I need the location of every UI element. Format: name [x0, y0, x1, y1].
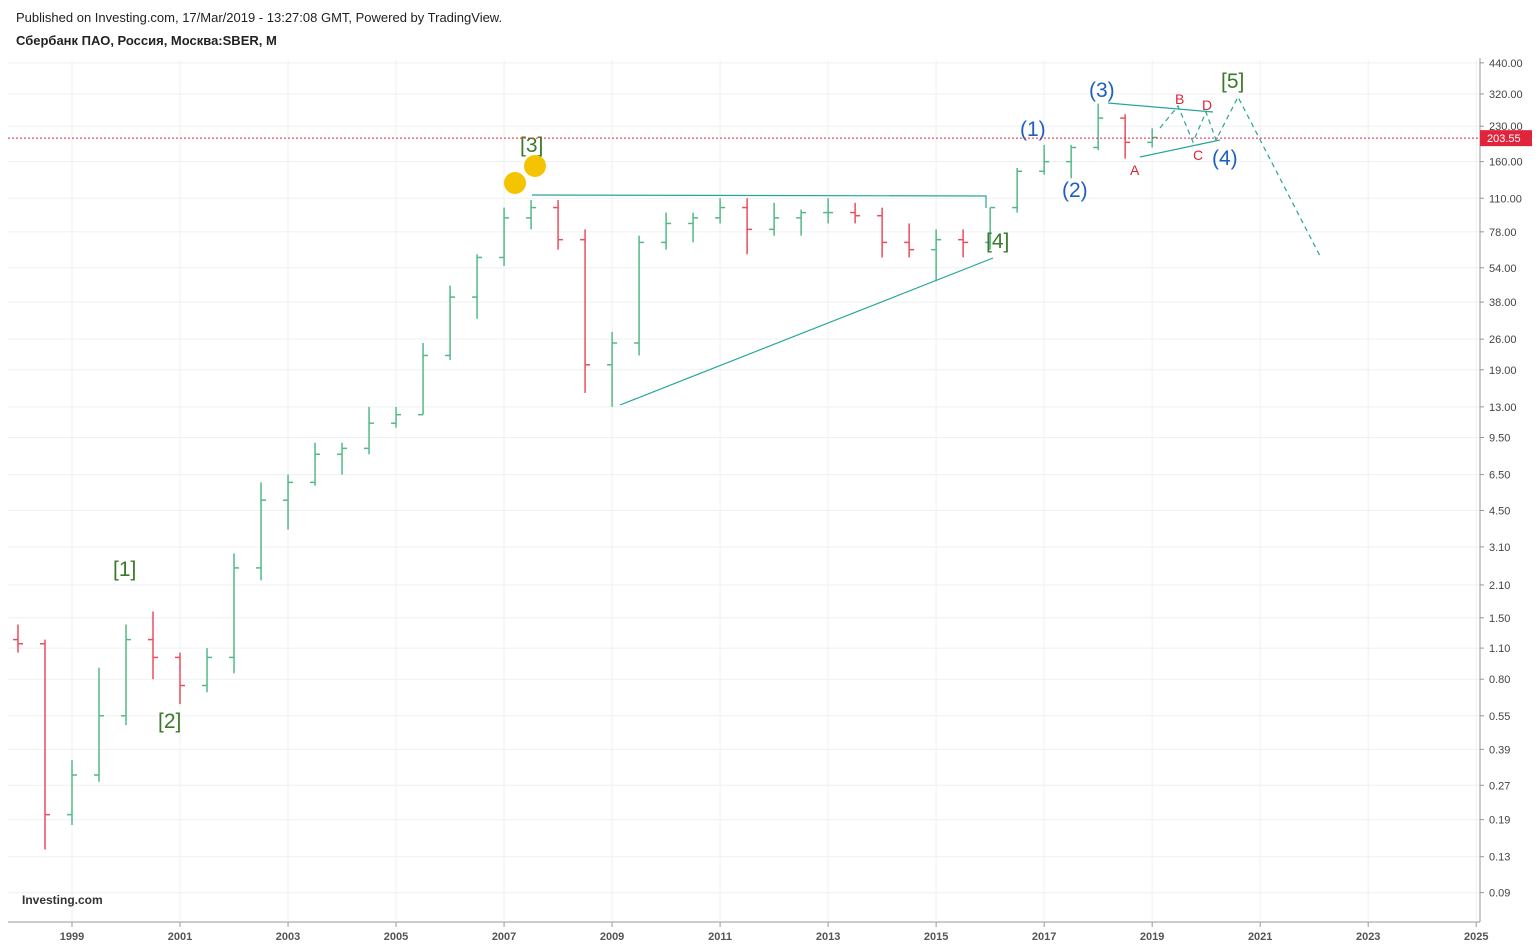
wave-label: A — [1130, 162, 1140, 178]
wave-label: [3] — [520, 134, 543, 157]
y-tick-label: 6.50 — [1489, 470, 1510, 482]
x-tick-label: 2011 — [708, 931, 732, 943]
dividend-icon[interactable] — [524, 155, 546, 177]
y-tick-label: 13.00 — [1489, 402, 1517, 414]
wave-label: (3) — [1089, 79, 1115, 102]
x-tick-label: 2021 — [1248, 931, 1272, 943]
y-tick-label: 54.00 — [1489, 263, 1517, 275]
x-tick-label: 2013 — [816, 931, 840, 943]
y-tick-label: 1.10 — [1489, 643, 1510, 655]
last-price-label: 203.55 — [1487, 133, 1521, 145]
y-tick-label: 0.27 — [1489, 780, 1510, 792]
logo: Investing.com — [22, 893, 103, 907]
x-tick-label: 2019 — [1140, 931, 1164, 943]
symbol-title: Сбербанк ПАО, Россия, Москва:SBER, M — [16, 33, 277, 48]
y-tick-label: 0.09 — [1489, 888, 1510, 900]
wave-label: [1] — [113, 558, 136, 581]
y-tick-label: 2.10 — [1489, 580, 1510, 592]
y-tick-label: 110.00 — [1489, 193, 1522, 205]
y-tick-label: 0.13 — [1489, 852, 1510, 864]
x-tick-label: 2023 — [1356, 931, 1380, 943]
y-tick-label: 9.50 — [1489, 432, 1510, 444]
x-tick-label: 2003 — [276, 931, 300, 943]
wave-label: (4) — [1212, 147, 1238, 170]
y-tick-label: 320.00 — [1489, 89, 1523, 101]
x-tick-label: 1999 — [60, 931, 84, 943]
wave-label: B — [1175, 91, 1184, 107]
annotations: [1] [2] [3] [4] [5] (1) (2) (3) (4) A B … — [113, 70, 1244, 733]
last-price-box — [1480, 130, 1532, 147]
y-tick-label: 3.10 — [1489, 542, 1510, 554]
y-tick-label: 4.50 — [1489, 505, 1510, 517]
trendlines — [531, 95, 1321, 406]
wave-label: C — [1193, 147, 1203, 163]
y-tick-label: 0.19 — [1489, 815, 1510, 827]
y-tick-label: 0.39 — [1489, 744, 1510, 756]
wave-label: [5] — [1221, 70, 1244, 93]
y-tick-label: 38.00 — [1489, 297, 1517, 309]
y-tick-label: 26.00 — [1489, 334, 1517, 346]
x-tick-label: 2007 — [492, 931, 516, 943]
wave-label: [4] — [986, 230, 1009, 253]
x-tick-label: 2009 — [600, 931, 624, 943]
x-tick-label: 2015 — [924, 931, 948, 943]
wave-label: [2] — [158, 710, 181, 733]
y-tick-label: 1.50 — [1489, 613, 1510, 625]
y-tick-label: 78.00 — [1489, 227, 1517, 239]
y-tick-label: 0.80 — [1489, 674, 1510, 686]
x-tick-label: 2005 — [384, 931, 408, 943]
y-tick-label: 440.00 — [1489, 58, 1523, 70]
wave-label: D — [1202, 97, 1212, 113]
dividend-icon[interactable] — [504, 172, 526, 194]
wave-label: (1) — [1020, 118, 1046, 141]
x-tick-label: 2025 — [1464, 931, 1488, 943]
x-tick-label: 2017 — [1032, 931, 1056, 943]
x-tick-label: 2001 — [168, 931, 192, 943]
y-tick-label: 0.55 — [1489, 711, 1510, 723]
y-tick-label: 160.00 — [1489, 157, 1523, 169]
published-note: Published on Investing.com, 17/Mar/2019 … — [16, 10, 502, 25]
wave-label: (2) — [1062, 179, 1088, 202]
y-tick-label: 19.00 — [1489, 365, 1517, 377]
